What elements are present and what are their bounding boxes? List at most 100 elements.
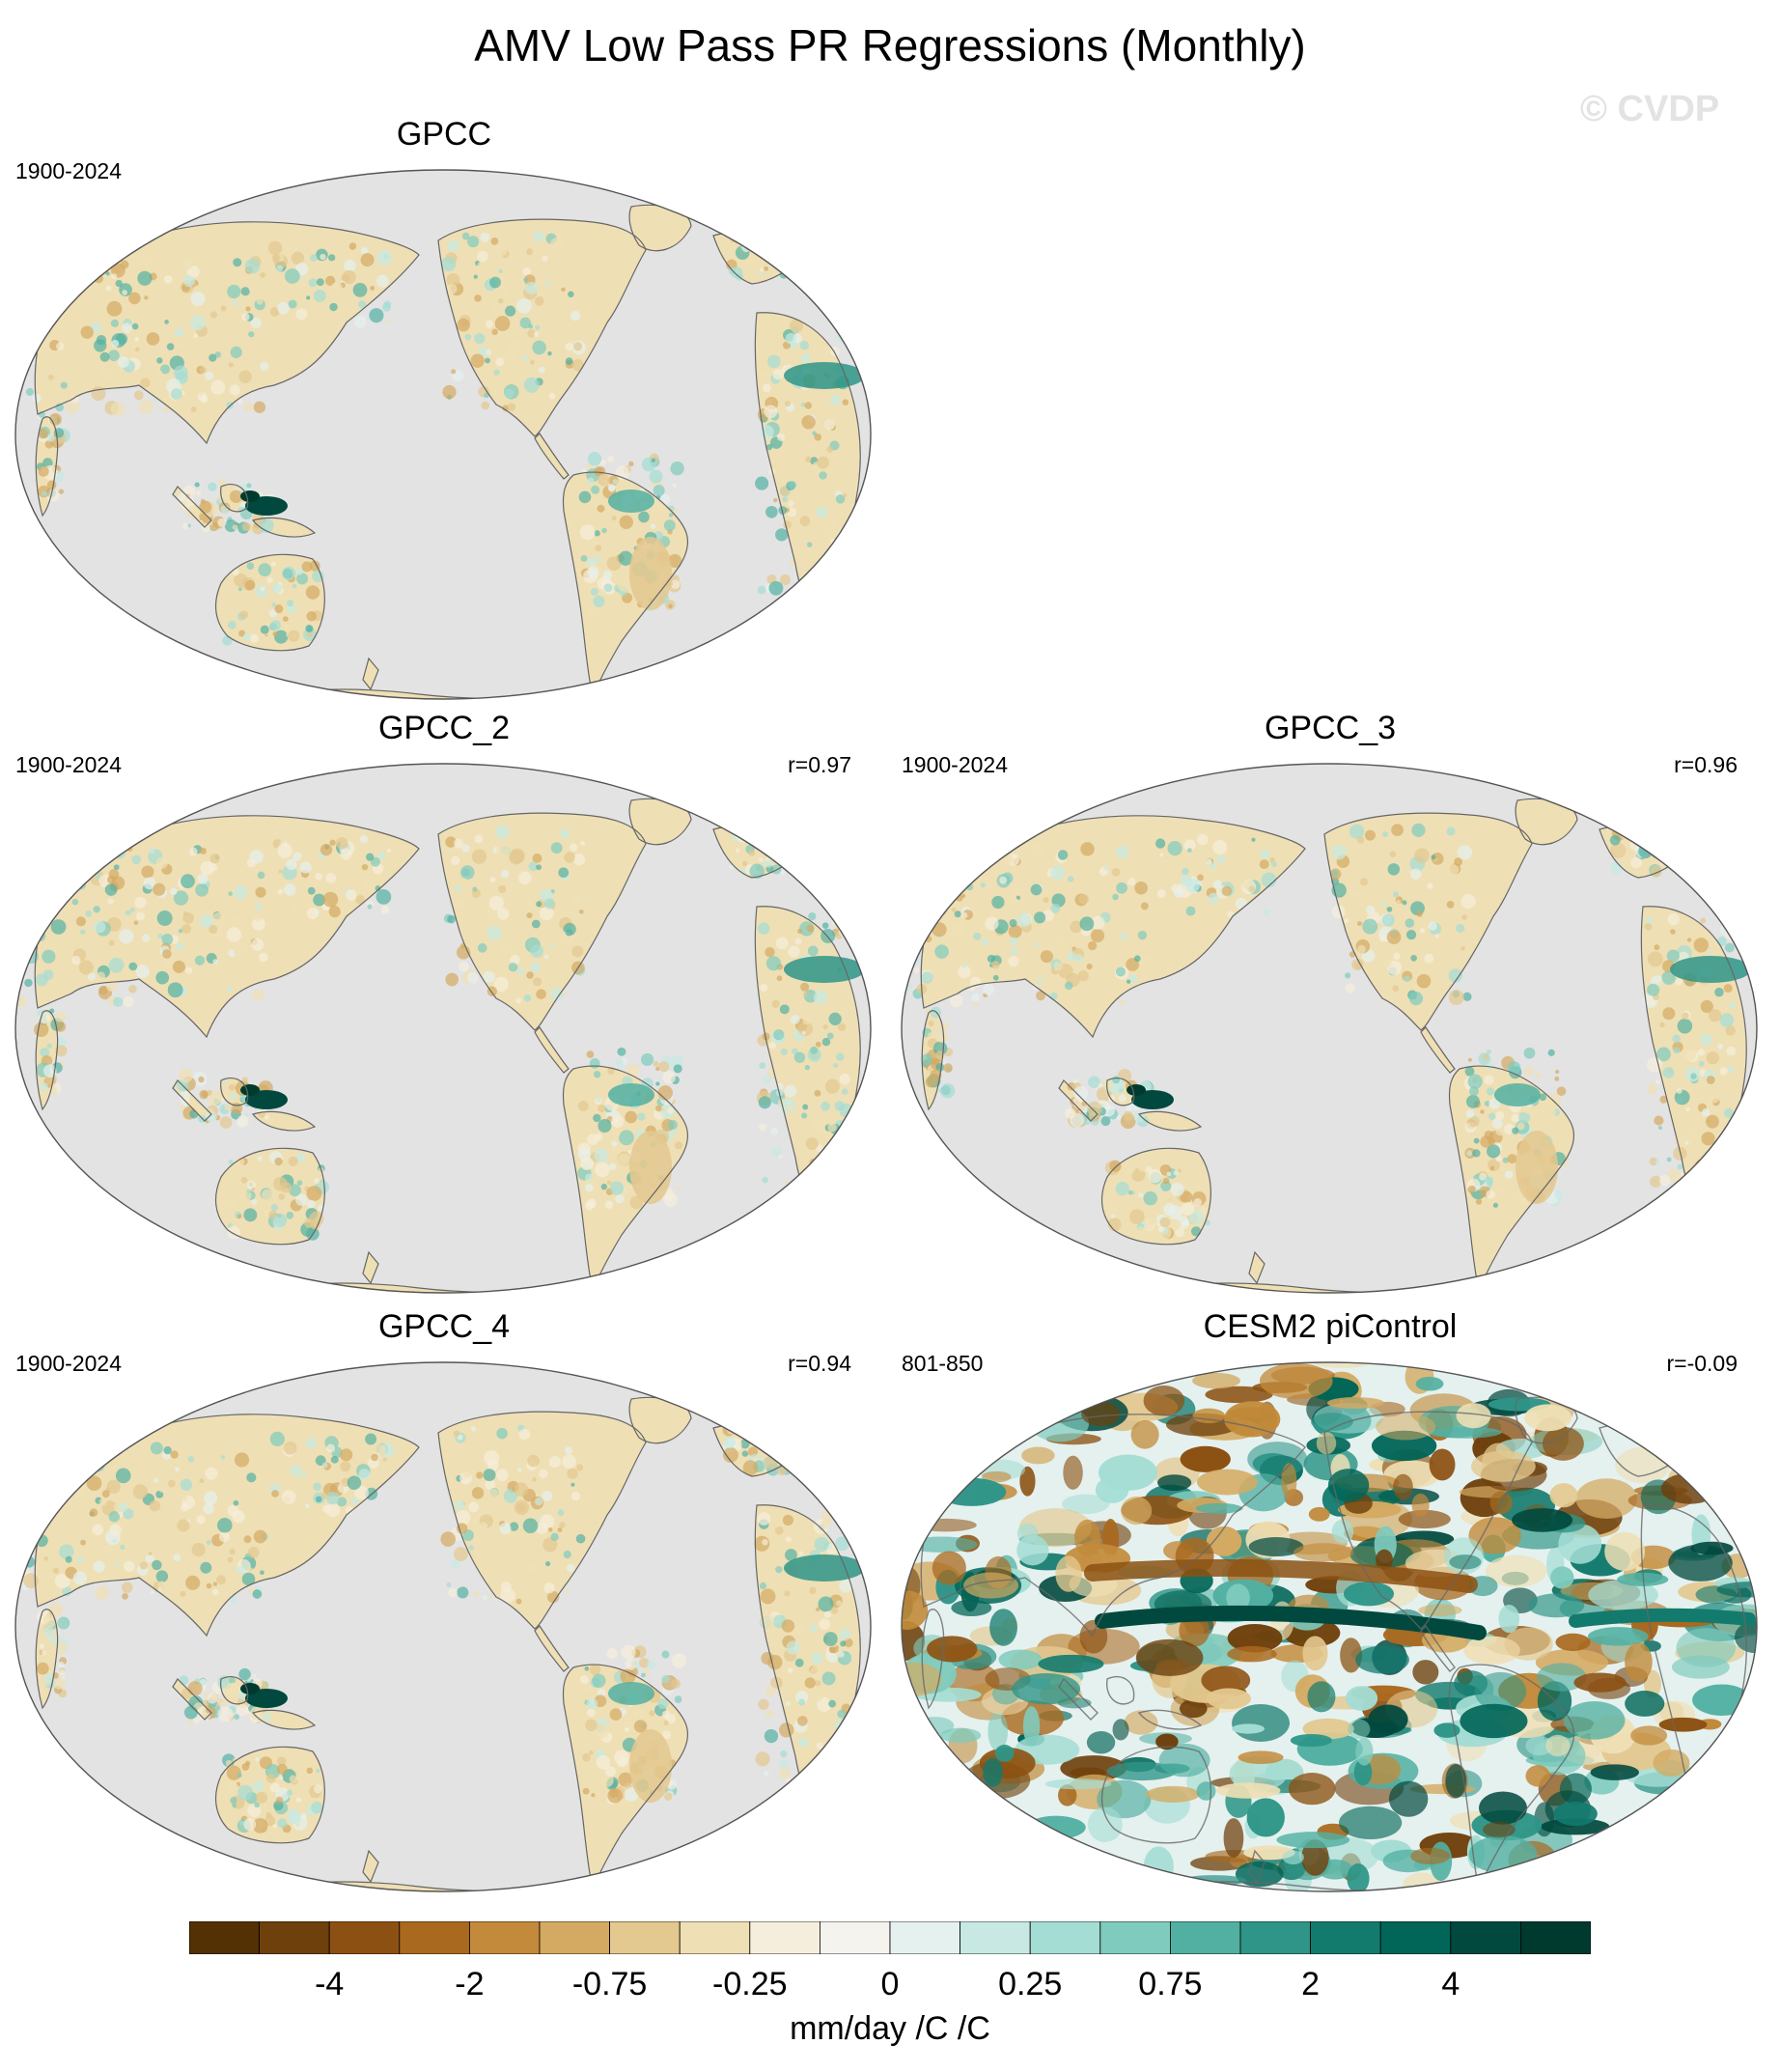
anomaly-blob xyxy=(1445,1763,1466,1799)
land-greenland xyxy=(629,1397,691,1443)
anomaly-speckle xyxy=(491,328,498,336)
anomaly-speckle xyxy=(1081,1101,1088,1106)
anomaly-speckle xyxy=(477,1538,484,1545)
anomaly-speckle xyxy=(139,1561,148,1570)
anomaly-speckle xyxy=(43,1672,55,1684)
anomaly-speckle xyxy=(23,301,35,313)
anomaly-speckle xyxy=(287,600,294,607)
anomaly-speckle xyxy=(742,1460,759,1476)
anomaly-speckle xyxy=(824,1772,831,1778)
anomaly-speckle xyxy=(42,969,54,980)
anomaly-speckle xyxy=(1414,848,1430,863)
anomaly-speckle xyxy=(105,271,110,276)
anomaly-speckle xyxy=(201,1091,209,1098)
south-america-dry-anomaly xyxy=(629,537,672,610)
anomaly-speckle xyxy=(797,253,802,258)
anomaly-speckle xyxy=(247,1546,260,1558)
anomaly-speckle xyxy=(561,287,566,293)
anomaly-speckle xyxy=(207,977,211,982)
anomaly-speckle xyxy=(1078,893,1089,905)
anomaly-speckle xyxy=(311,1801,323,1814)
anomaly-speckle xyxy=(767,1428,775,1436)
anomaly-speckle xyxy=(234,1714,240,1721)
anomaly-speckle xyxy=(261,1802,268,1808)
anomaly-speckle xyxy=(199,519,204,525)
anomaly-speckle xyxy=(207,1693,218,1704)
anomaly-speckle xyxy=(1139,954,1154,968)
anomaly-speckle xyxy=(1693,938,1709,953)
anomaly-speckle xyxy=(596,1754,611,1770)
anomaly-speckle xyxy=(375,885,381,891)
anomaly-speckle xyxy=(461,844,470,853)
anomaly-speckle xyxy=(806,542,813,547)
anomaly-speckle xyxy=(1479,1172,1487,1181)
anomaly-speckle xyxy=(674,1695,682,1703)
anomaly-speckle xyxy=(115,1468,131,1484)
anomaly-speckle xyxy=(242,632,251,641)
anomaly-speckle xyxy=(474,333,486,345)
south-america-dry-anomaly xyxy=(629,1131,672,1204)
anomaly-speckle xyxy=(252,1779,264,1792)
anomaly-speckle xyxy=(507,403,516,411)
anomaly-speckle xyxy=(135,911,145,921)
anomaly-speckle xyxy=(194,482,200,488)
anomaly-speckle xyxy=(155,1570,169,1582)
anomaly-speckle xyxy=(328,254,336,262)
panel-years: 1900-2024 xyxy=(15,1351,122,1376)
anomaly-speckle xyxy=(762,1075,772,1084)
colorbar-bin xyxy=(1310,1921,1381,1954)
anomaly-speckle xyxy=(41,299,50,309)
anomaly-speckle xyxy=(794,1691,809,1704)
anomaly-speckle xyxy=(785,1700,791,1706)
anomaly-speckle xyxy=(277,301,290,315)
anomaly-speckle xyxy=(813,990,828,1005)
anomaly-speckle xyxy=(1488,1112,1496,1121)
anomaly-speckle xyxy=(471,849,487,864)
amazon-wet-anomaly xyxy=(608,1083,654,1106)
anomaly-speckle xyxy=(595,1133,603,1141)
anomaly-blob xyxy=(932,1551,966,1585)
anomaly-speckle xyxy=(821,1671,836,1686)
anomaly-speckle xyxy=(172,960,185,973)
anomaly-speckle xyxy=(801,415,816,430)
anomaly-speckle xyxy=(150,1590,155,1595)
anomaly-blob xyxy=(1087,1806,1123,1843)
anomaly-speckle xyxy=(751,230,763,241)
anomaly-speckle xyxy=(111,339,120,348)
anomaly-speckle xyxy=(18,258,23,263)
anomaly-speckle xyxy=(1708,1009,1722,1022)
anomaly-speckle xyxy=(570,1482,575,1487)
anomaly-speckle xyxy=(991,895,1005,910)
anomaly-speckle xyxy=(1331,870,1339,878)
anomaly-speckle xyxy=(1674,849,1683,859)
anomaly-speckle xyxy=(649,469,663,484)
anomaly-speckle xyxy=(155,856,168,870)
anomaly-speckle xyxy=(286,1211,294,1219)
anomaly-speckle xyxy=(149,1499,161,1512)
anomaly-speckle xyxy=(310,254,318,262)
anomaly-blob xyxy=(1124,1710,1158,1735)
anomaly-speckle xyxy=(672,1710,678,1716)
anomaly-speckle xyxy=(228,891,233,896)
anomaly-speckle xyxy=(243,1818,257,1831)
anomaly-speckle xyxy=(41,1649,46,1656)
anomaly-blob xyxy=(1327,1469,1370,1502)
anomaly-speckle xyxy=(1627,822,1643,838)
anomaly-speckle xyxy=(606,556,622,572)
anomaly-blob xyxy=(1143,1386,1185,1416)
anomaly-speckle xyxy=(255,1791,268,1804)
anomaly-speckle xyxy=(844,1159,851,1166)
anomaly-blob xyxy=(1307,1681,1336,1713)
anomaly-speckle xyxy=(1654,944,1660,951)
anomaly-speckle xyxy=(1659,1095,1668,1104)
anomaly-speckle xyxy=(1480,1109,1485,1114)
anomaly-speckle xyxy=(17,921,25,929)
map-border xyxy=(14,1361,872,1892)
anomaly-speckle xyxy=(484,1450,500,1466)
anomaly-speckle xyxy=(157,933,163,939)
anomaly-speckle xyxy=(1666,1157,1672,1162)
anomaly-speckle xyxy=(797,1021,814,1037)
anomaly-blob xyxy=(1643,1669,1661,1698)
anomaly-speckle xyxy=(534,296,544,306)
anomaly-speckle xyxy=(776,1066,783,1073)
